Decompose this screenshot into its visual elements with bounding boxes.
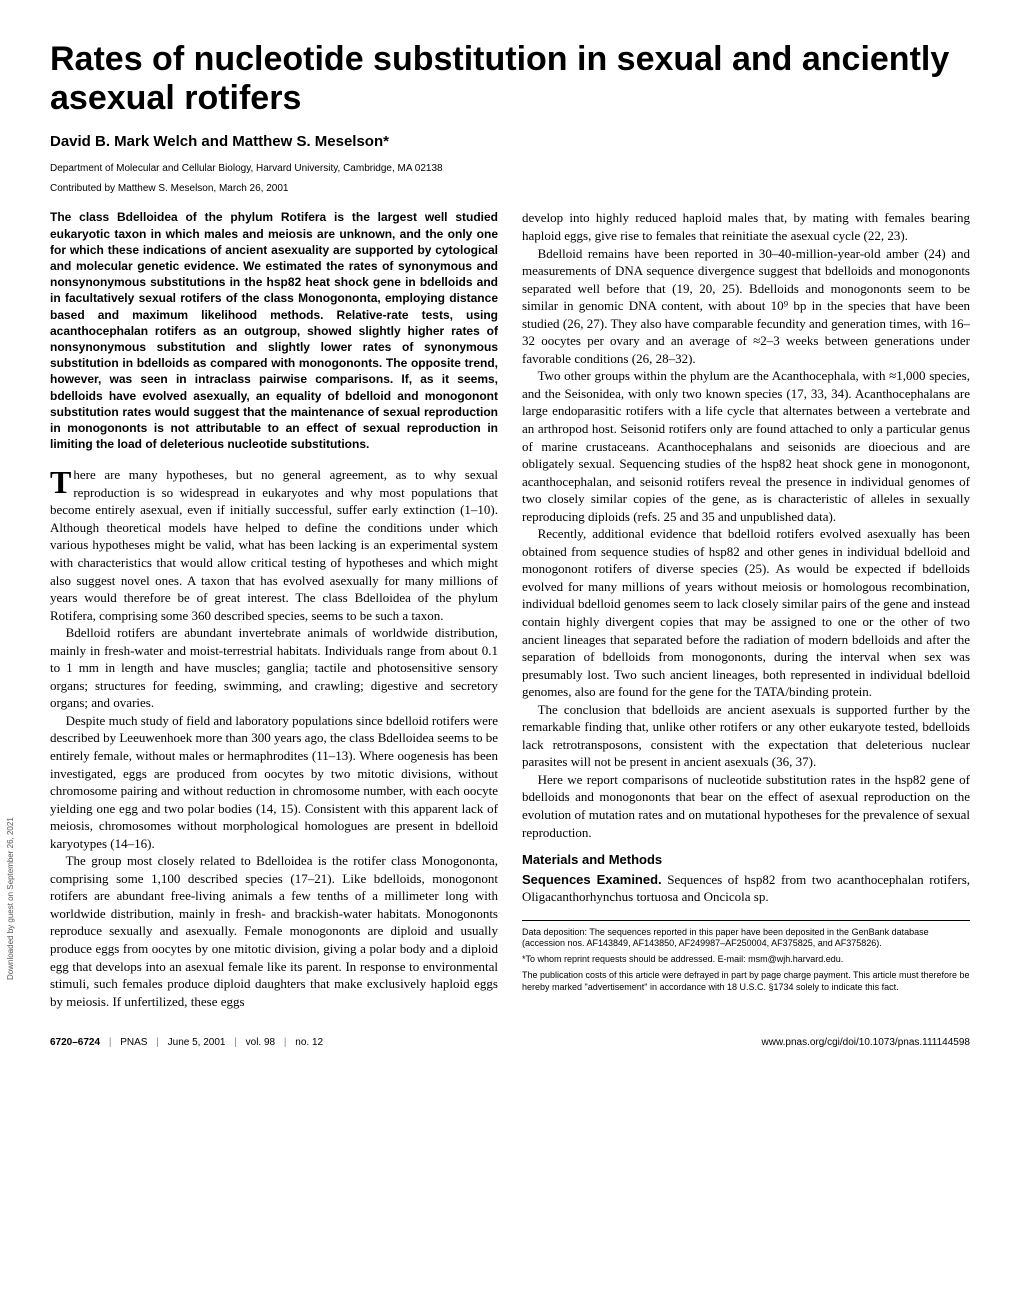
body-paragraph: Bdelloid rotifers are abundant invertebr… (50, 624, 498, 712)
affiliation: Department of Molecular and Cellular Bio… (50, 162, 970, 176)
body-paragraph: Recently, additional evidence that bdell… (522, 525, 970, 700)
footer-divider-icon: | (109, 1037, 112, 1048)
footer-pages: 6720–6724 (50, 1037, 100, 1048)
body-paragraph: There are many hypotheses, but no genera… (50, 466, 498, 624)
footer-vol: vol. 98 (246, 1037, 275, 1048)
right-column: develop into highly reduced haploid male… (522, 209, 970, 1010)
footer-date: June 5, 2001 (168, 1037, 226, 1048)
authors: David B. Mark Welch and Matthew S. Mesel… (50, 132, 970, 152)
dropcap: T (50, 466, 73, 496)
footer-no: no. 12 (295, 1037, 323, 1048)
footer-divider-icon: | (234, 1037, 237, 1048)
footer-divider-icon: | (156, 1037, 159, 1048)
download-watermark: Downloaded by guest on September 26, 202… (6, 817, 17, 980)
body-paragraph: Sequences Examined. Sequences of hsp82 f… (522, 871, 970, 906)
footnote: Data deposition: The sequences reported … (522, 927, 970, 950)
paragraph-text: here are many hypotheses, but no general… (50, 467, 498, 622)
abstract: The class Bdelloidea of the phylum Rotif… (50, 209, 498, 452)
footer-divider-icon: | (284, 1037, 287, 1048)
body-paragraph: Two other groups within the phylum are t… (522, 367, 970, 525)
footer-pnas: PNAS (120, 1037, 147, 1048)
contributed-line: Contributed by Matthew S. Meselson, Marc… (50, 182, 970, 196)
left-column: The class Bdelloidea of the phylum Rotif… (50, 209, 498, 1010)
footer-left: 6720–6724 | PNAS | June 5, 2001 | vol. 9… (50, 1036, 323, 1050)
footnote: The publication costs of this article we… (522, 970, 970, 993)
body-paragraph: Bdelloid remains have been reported in 3… (522, 245, 970, 368)
footnote: *To whom reprint requests should be addr… (522, 954, 970, 966)
body-paragraph: Despite much study of field and laborato… (50, 712, 498, 852)
body-paragraph: develop into highly reduced haploid male… (522, 209, 970, 244)
section-heading: Materials and Methods (522, 851, 970, 869)
body-paragraph: The group most closely related to Bdello… (50, 852, 498, 1010)
footer-right: www.pnas.org/cgi/doi/10.1073/pnas.111144… (762, 1036, 971, 1050)
body-paragraph: Here we report comparisons of nucleotide… (522, 771, 970, 841)
run-in-head: Sequences Examined. (522, 872, 662, 887)
footnotes: Data deposition: The sequences reported … (522, 927, 970, 993)
page-footer: 6720–6724 | PNAS | June 5, 2001 | vol. 9… (50, 1036, 970, 1050)
footnote-rule (522, 920, 970, 921)
article-title: Rates of nucleotide substitution in sexu… (50, 40, 970, 118)
body-paragraph: The conclusion that bdelloids are ancien… (522, 701, 970, 771)
two-column-body: The class Bdelloidea of the phylum Rotif… (50, 209, 970, 1010)
